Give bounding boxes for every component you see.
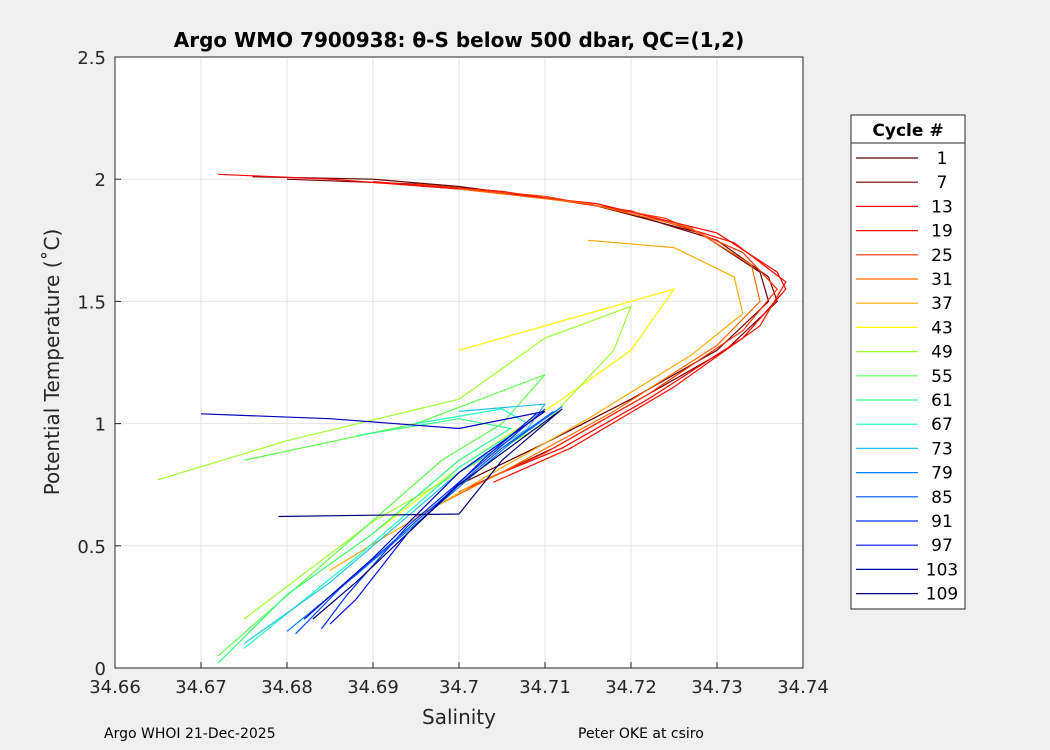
legend-label: 31: [931, 270, 953, 290]
legend-label: 7: [937, 173, 948, 193]
series-line-cycle-19: [372, 181, 787, 483]
series-line-cycle-67: [243, 408, 529, 649]
x-tick-label: 34.73: [691, 677, 743, 698]
series-line-cycle-85: [295, 410, 554, 635]
tick-labels: 34.66 34.67 34.68 34.69 34.7 34.71 34.72 34.73 3…: [77, 48, 828, 698]
x-axis-label: Salinity: [422, 705, 496, 729]
legend-label: 37: [931, 294, 953, 314]
series-line-cycle-13: [218, 173, 787, 474]
y-tick-label: 0: [95, 659, 106, 680]
legend-label: 109: [926, 585, 958, 605]
x-tick-label: 34.71: [519, 677, 571, 698]
x-tick-label: 34.66: [89, 677, 141, 698]
legend-box: [850, 114, 966, 610]
legend-label: 43: [931, 318, 953, 338]
y-tick-label: 2: [95, 170, 106, 191]
legend-label: 103: [926, 560, 958, 580]
legend: Cycle # 1 7 13 19 25 31 37 43 49 55 61 67 73 79 85 91 97…: [850, 114, 966, 610]
series-line-cycle-1: [252, 176, 770, 486]
legend-label: 91: [931, 512, 953, 532]
legend-label: 25: [931, 246, 953, 266]
x-tick-label: 34.7: [439, 677, 479, 698]
series-line-cycle-103: [200, 410, 546, 620]
series-line-cycle-31: [415, 188, 761, 518]
y-axis-label: Potential Temperature (˚C): [40, 229, 64, 496]
legend-label: 13: [931, 197, 953, 217]
footer-left: Argo WHOI 21-Dec-2025: [104, 726, 276, 742]
series-line-cycle-109: [278, 408, 563, 620]
series-line-cycle-43: [286, 288, 676, 596]
legend-label: 85: [931, 488, 953, 508]
legend-label: 55: [931, 367, 953, 387]
x-tick-label: 34.68: [261, 677, 313, 698]
series-line-cycle-91: [320, 408, 546, 630]
x-tick-label: 34.67: [175, 677, 227, 698]
x-tick-label: 34.74: [777, 677, 829, 698]
y-tick-label: 1.5: [77, 292, 106, 313]
legend-label: 73: [931, 439, 953, 459]
legend-label: 97: [931, 536, 953, 556]
x-tick-label: 34.69: [347, 677, 399, 698]
chart-title: Argo WMO 7900938: θ-S below 500 dbar, QC…: [174, 28, 744, 52]
series-line-cycle-61: [217, 418, 513, 664]
legend-label: 1: [937, 149, 948, 169]
legend-label: 67: [931, 415, 953, 435]
legend-label: 61: [931, 391, 953, 411]
y-tick-label: 0.5: [77, 537, 106, 558]
legend-label: 79: [931, 464, 953, 484]
legend-title: Cycle #: [872, 121, 943, 141]
legend-label: 19: [931, 222, 953, 242]
footer-right: Peter OKE at csiro: [578, 726, 704, 742]
y-tick-label: 1: [95, 415, 106, 436]
series-line-cycle-49: [157, 305, 633, 620]
x-tick-label: 34.72: [605, 677, 657, 698]
series-lines: [157, 173, 787, 664]
legend-label: 49: [931, 343, 953, 363]
y-tick-label: 2.5: [77, 48, 106, 69]
